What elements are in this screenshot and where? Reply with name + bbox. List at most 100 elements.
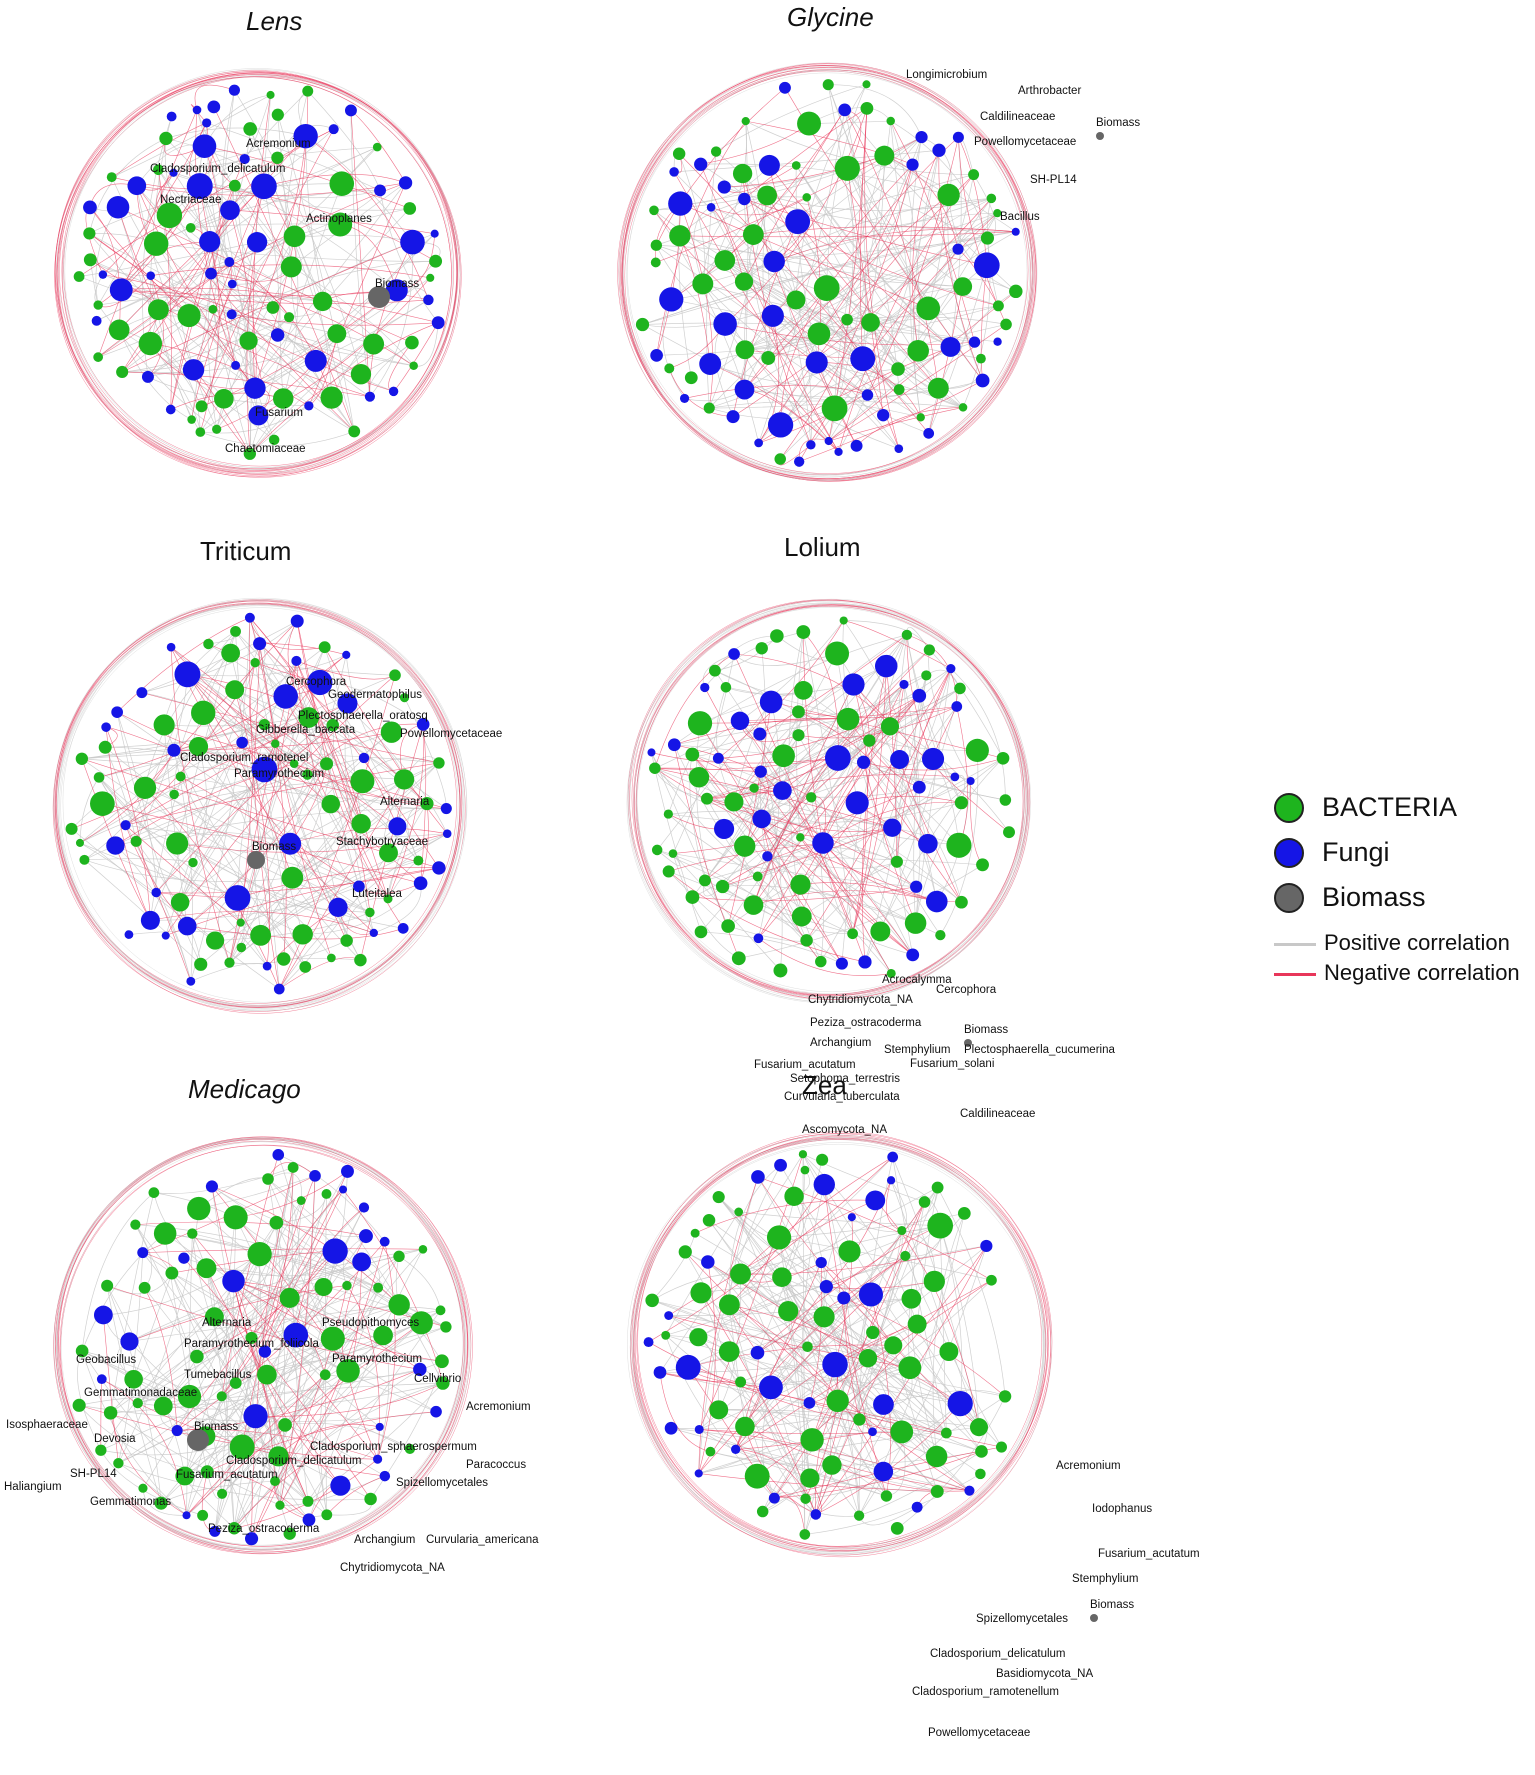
bacteria-node	[399, 693, 410, 703]
negative-edge	[838, 174, 974, 452]
negative-edge	[856, 407, 964, 447]
fungi-node	[824, 745, 851, 771]
negative-edge	[753, 890, 937, 906]
bacteria-node	[714, 250, 736, 271]
node-label: Haliangium	[4, 1481, 62, 1493]
edge-arc	[637, 1135, 1050, 1548]
bacteria-node	[904, 912, 927, 934]
biomass-node	[187, 1429, 209, 1451]
negative-edge	[279, 1175, 316, 1506]
bacteria-node	[272, 388, 294, 409]
positive-edge	[718, 1196, 887, 1497]
bacteria-node	[190, 1349, 204, 1364]
fungi-node	[106, 836, 125, 855]
fungi-node	[291, 655, 302, 667]
positive-edge	[110, 1316, 215, 1414]
positive-edge	[176, 843, 404, 929]
positive-edge	[202, 712, 306, 968]
fungi-node	[328, 124, 339, 135]
bacteria-node	[650, 239, 662, 251]
fungi-node	[442, 829, 452, 838]
fungi-node	[951, 701, 963, 712]
positive-edge	[838, 150, 940, 453]
positive-edge	[77, 1350, 102, 1451]
bacteria-node	[393, 769, 415, 790]
negative-edge	[144, 787, 280, 990]
node-label: Acremonium	[466, 1401, 531, 1413]
node-label: Peziza_ostracoderma	[810, 1017, 922, 1029]
biomass-node	[964, 1039, 972, 1047]
network-nodes	[65, 79, 1104, 1622]
positive-edge	[350, 110, 371, 397]
bacteria-node	[743, 895, 764, 915]
bacteria-node	[223, 1205, 248, 1230]
positive-edge	[672, 853, 739, 959]
bacteria-node	[805, 792, 817, 803]
bacteria-node	[710, 146, 722, 157]
positive-edge	[808, 107, 891, 124]
negative-edge	[818, 164, 913, 335]
fungi-node	[805, 351, 828, 374]
bacteria-node	[821, 395, 848, 422]
negative-edge	[119, 186, 265, 331]
node-label: Fusarium_acutatum	[176, 1469, 278, 1481]
positive-edge	[671, 1427, 970, 1492]
bacteria-node	[187, 1196, 211, 1221]
positive-edge	[884, 155, 1016, 233]
positive-edge	[234, 185, 252, 454]
negative-edge	[221, 1171, 348, 1397]
positive-edge	[116, 712, 157, 893]
node-label: Paracoccus	[466, 1459, 526, 1471]
negative-edge	[221, 1154, 279, 1397]
node-label: SH-PL14	[1030, 174, 1077, 186]
negative-edge	[264, 654, 347, 770]
positive-edge	[111, 94, 271, 178]
positive-edge	[668, 810, 960, 846]
negative-edge	[141, 692, 439, 764]
node-label: Biomass	[964, 1024, 1008, 1036]
legend-biomass-label: Biomass	[1322, 882, 1426, 912]
positive-edge	[699, 1323, 918, 1430]
positive-edge	[203, 712, 419, 861]
fungi-node	[166, 111, 177, 122]
negative-edge	[711, 197, 807, 216]
bacteria-node	[891, 362, 905, 376]
positive-edge	[302, 883, 421, 935]
fungi-node	[120, 1332, 139, 1351]
edge-arc	[630, 1134, 1044, 1549]
edge-arc	[57, 598, 467, 1009]
legend-biomass: Biomass	[1272, 880, 1532, 920]
negative-edge	[884, 155, 959, 250]
bacteria-node	[138, 1281, 151, 1294]
fungi-node	[952, 243, 964, 255]
negative-edge	[679, 231, 1016, 238]
node-label: Caldilineaceae	[980, 111, 1055, 123]
negative-edge	[137, 1402, 385, 1477]
edge-arc	[55, 1137, 469, 1550]
positive-edge	[79, 717, 309, 844]
negative-edge	[823, 1184, 887, 1497]
positive-edge	[173, 135, 306, 174]
negative-edge	[843, 1298, 860, 1420]
positive-edge	[198, 1208, 384, 1336]
bacteria-node	[918, 1196, 931, 1208]
edge-arc	[59, 72, 458, 471]
bacteria-node	[735, 1376, 747, 1388]
positive-edge	[198, 746, 362, 825]
node-label: Longimicrobium	[906, 69, 987, 81]
positive-edge	[724, 186, 1016, 233]
negative-edge	[766, 195, 900, 449]
positive-edge	[880, 688, 961, 932]
bacteria-node	[409, 1311, 433, 1335]
positive-edge	[251, 1193, 327, 1539]
fungi-node	[226, 309, 237, 320]
positive-edge	[135, 1224, 268, 1375]
bacteria-node	[130, 835, 142, 847]
negative-edge	[826, 1201, 925, 1287]
bacteria-node	[752, 871, 763, 882]
fungi-node	[352, 1252, 371, 1272]
bacteria-node	[826, 1389, 849, 1413]
fungi-node	[358, 752, 370, 764]
negative-edge	[698, 1255, 906, 1474]
bacteria-node	[893, 384, 905, 395]
